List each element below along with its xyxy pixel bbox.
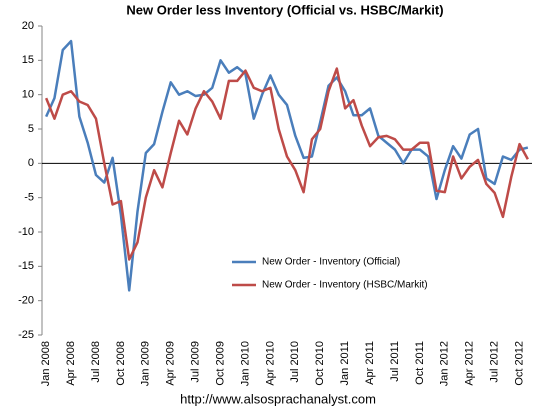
x-tick-label: Apr 2011 (364, 341, 376, 385)
x-tick-label: Jan 2010 (239, 341, 251, 386)
y-tick-label: 10 (22, 89, 34, 101)
x-tick-label: Oct 2011 (414, 341, 426, 385)
y-tick-label: -5 (24, 192, 34, 204)
x-tick-label: Jan 2011 (339, 341, 351, 385)
y-tick-label: -20 (18, 295, 34, 307)
y-tick-label: -15 (18, 260, 34, 272)
x-tick-label: Jul 2011 (389, 341, 401, 382)
x-tick-label: Apr 2010 (264, 341, 276, 386)
x-tick-label: Apr 2012 (464, 341, 476, 386)
y-tick-label: 0 (28, 157, 34, 169)
y-tick-label: 15 (22, 54, 34, 66)
x-tick-label: Jul 2008 (90, 341, 102, 383)
line-series (45, 39, 529, 292)
x-tick-label: Jul 2012 (489, 341, 501, 383)
line-series (44, 67, 529, 261)
x-tick-label: Jul 2009 (190, 341, 202, 383)
y-tick-label: 5 (28, 123, 34, 135)
chart-title: New Order less Inventory (Official vs. H… (126, 2, 443, 17)
x-tick-label: Jul 2010 (289, 341, 301, 383)
x-tick-label: Oct 2008 (115, 341, 127, 386)
x-tick-label: Oct 2012 (513, 341, 525, 386)
y-tick-label: -25 (18, 329, 34, 341)
x-tick-label: Jan 2009 (140, 341, 152, 386)
source: http://www.alsosprachanalyst.com (180, 391, 376, 406)
x-tick-label: Apr 2009 (165, 341, 177, 386)
legend-label: New Order - Inventory (Official) (262, 257, 400, 268)
x-tick-label: Jan 2008 (40, 341, 52, 386)
x-tick-label: Apr 2008 (65, 341, 77, 386)
y-tick-label: 20 (22, 20, 34, 32)
x-tick-label: Jan 2012 (439, 341, 451, 386)
x-tick-label: Oct 2009 (214, 341, 226, 386)
y-tick-label: -10 (18, 226, 34, 238)
x-tick-label: Oct 2010 (314, 341, 326, 386)
legend-label: New Order - Inventory (HSBC/Markit) (262, 280, 428, 291)
